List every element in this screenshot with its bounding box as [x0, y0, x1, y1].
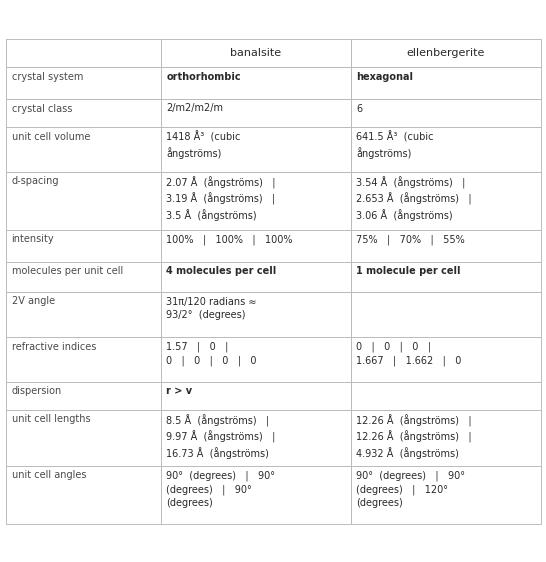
- Text: molecules per unit cell: molecules per unit cell: [11, 266, 123, 277]
- Bar: [351, 126, 541, 171]
- Text: 4 molecules per cell: 4 molecules per cell: [167, 266, 277, 277]
- Text: 1 molecule per cell: 1 molecule per cell: [357, 266, 461, 277]
- Bar: [161, 66, 351, 98]
- Bar: [161, 126, 351, 171]
- Bar: [5, 261, 161, 292]
- Text: 0   |   0   |   0   |
1.667   |   1.662   |   0: 0 | 0 | 0 | 1.667 | 1.662 | 0: [357, 342, 462, 366]
- Bar: [161, 229, 351, 261]
- Bar: [161, 410, 351, 465]
- Text: d-spacing: d-spacing: [11, 176, 59, 187]
- Text: 75%   |   70%   |   55%: 75% | 70% | 55%: [357, 234, 465, 245]
- Bar: [161, 171, 351, 229]
- Bar: [351, 98, 541, 126]
- Bar: [5, 410, 161, 465]
- Text: unit cell volume: unit cell volume: [11, 132, 90, 142]
- Bar: [5, 39, 161, 66]
- Text: crystal system: crystal system: [11, 71, 83, 81]
- Bar: [5, 382, 161, 410]
- Text: dispersion: dispersion: [11, 387, 62, 397]
- Text: 8.5 Å  (ångströms)   |
9.97 Å  (ångströms)   |
16.73 Å  (ångströms): 8.5 Å (ångströms) | 9.97 Å (ångströms) |…: [167, 415, 276, 459]
- Text: 6: 6: [357, 103, 363, 114]
- Text: 2.07 Å  (ångströms)   |
3.19 Å  (ångströms)   |
3.5 Å  (ångströms): 2.07 Å (ångströms) | 3.19 Å (ångströms) …: [167, 176, 276, 221]
- Bar: [161, 382, 351, 410]
- Bar: [351, 39, 541, 66]
- Bar: [5, 292, 161, 337]
- Bar: [161, 465, 351, 523]
- Bar: [351, 261, 541, 292]
- Text: unit cell lengths: unit cell lengths: [11, 415, 90, 424]
- Bar: [351, 382, 541, 410]
- Text: 2/m2/m2/m: 2/m2/m2/m: [167, 103, 223, 114]
- Bar: [161, 292, 351, 337]
- Text: crystal class: crystal class: [11, 103, 72, 114]
- Text: 1.57   |   0   |
0   |   0   |   0   |   0: 1.57 | 0 | 0 | 0 | 0 | 0: [167, 342, 257, 366]
- Text: 3.54 Å  (ångströms)   |
2.653 Å  (ångströms)   |
3.06 Å  (ångströms): 3.54 Å (ångströms) | 2.653 Å (ångströms)…: [357, 176, 472, 221]
- Bar: [5, 229, 161, 261]
- Bar: [351, 292, 541, 337]
- Text: 2V angle: 2V angle: [11, 297, 55, 306]
- Text: hexagonal: hexagonal: [357, 71, 413, 81]
- Text: 100%   |   100%   |   100%: 100% | 100% | 100%: [167, 234, 293, 245]
- Bar: [5, 98, 161, 126]
- Bar: [351, 171, 541, 229]
- Text: r > v: r > v: [167, 387, 193, 397]
- Text: unit cell angles: unit cell angles: [11, 470, 86, 481]
- Bar: [5, 171, 161, 229]
- Bar: [351, 337, 541, 382]
- Bar: [161, 39, 351, 66]
- Bar: [161, 98, 351, 126]
- Text: 12.26 Å  (ångströms)   |
12.26 Å  (ångströms)   |
4.932 Å  (ångströms): 12.26 Å (ångströms) | 12.26 Å (ångströms…: [357, 415, 472, 459]
- Bar: [161, 337, 351, 382]
- Text: 1418 Å³  (cubic
ångströms): 1418 Å³ (cubic ångströms): [167, 132, 241, 159]
- Text: banalsite: banalsite: [230, 48, 281, 57]
- Text: orthorhombic: orthorhombic: [167, 71, 241, 81]
- Text: 90°  (degrees)   |   90°
(degrees)   |   120°
(degrees): 90° (degrees) | 90° (degrees) | 120° (de…: [357, 470, 466, 508]
- Bar: [351, 66, 541, 98]
- Text: 31π/120 radians ≈
93/2°  (degrees): 31π/120 radians ≈ 93/2° (degrees): [167, 297, 257, 320]
- Bar: [5, 337, 161, 382]
- Text: intensity: intensity: [11, 234, 54, 244]
- Bar: [161, 261, 351, 292]
- Bar: [351, 465, 541, 523]
- Bar: [351, 229, 541, 261]
- Bar: [5, 66, 161, 98]
- Bar: [5, 126, 161, 171]
- Bar: [351, 410, 541, 465]
- Text: 90°  (degrees)   |   90°
(degrees)   |   90°
(degrees): 90° (degrees) | 90° (degrees) | 90° (deg…: [167, 470, 276, 508]
- Bar: [5, 465, 161, 523]
- Text: refractive indices: refractive indices: [11, 342, 96, 351]
- Text: ellenbergerite: ellenbergerite: [406, 48, 485, 57]
- Text: 641.5 Å³  (cubic
ångströms): 641.5 Å³ (cubic ångströms): [357, 132, 434, 159]
